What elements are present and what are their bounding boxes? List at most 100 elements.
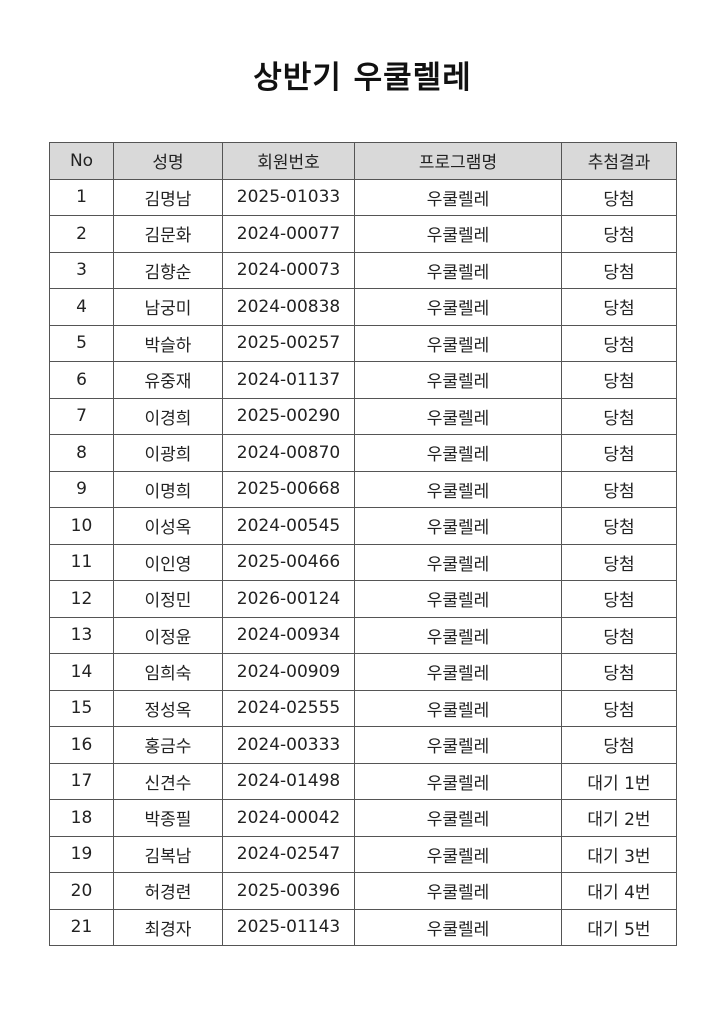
cell-col-result: 당첨: [561, 689, 677, 727]
cell-col-no: 21: [49, 908, 114, 946]
table-row: 18 박종필 2024-00042 우쿨렐레 대기 2번: [49, 799, 677, 837]
cell-col-name: 김향순: [113, 251, 223, 289]
cell-col-program: 우쿨렐레: [354, 215, 562, 253]
cell-col-name: 이정윤: [113, 616, 223, 654]
cell-col-result: 당첨: [561, 726, 677, 764]
cell-col-name: 허경련: [113, 872, 223, 910]
cell-col-result: 대기 3번: [561, 835, 677, 873]
cell-col-name: 이성옥: [113, 507, 223, 545]
cell-col-member-id: 2024-01137: [222, 361, 355, 399]
table-row: 19 김복남 2024-02547 우쿨렐레 대기 3번: [49, 835, 677, 873]
cell-col-program: 우쿨렐레: [354, 799, 562, 837]
cell-col-member-id: 2025-00257: [222, 324, 355, 362]
cell-col-no: 14: [49, 653, 114, 691]
cell-col-result: 당첨: [561, 324, 677, 362]
header-col-member-id: 회원번호: [222, 142, 355, 180]
cell-col-no: 1: [49, 178, 114, 216]
table-row: 3 김향순 2024-00073 우쿨렐레 당첨: [49, 251, 677, 289]
cell-col-program: 우쿨렐레: [354, 689, 562, 727]
table-row: 8 이광희 2024-00870 우쿨렐레 당첨: [49, 434, 677, 472]
cell-col-result: 당첨: [561, 543, 677, 581]
cell-col-name: 임희숙: [113, 653, 223, 691]
cell-col-member-id: 2024-00545: [222, 507, 355, 545]
cell-col-name: 최경자: [113, 908, 223, 946]
cell-col-result: 대기 4번: [561, 872, 677, 910]
cell-col-no: 13: [49, 616, 114, 654]
cell-col-program: 우쿨렐레: [354, 288, 562, 326]
cell-col-member-id: 2025-01143: [222, 908, 355, 946]
cell-col-no: 9: [49, 470, 114, 508]
cell-col-program: 우쿨렐레: [354, 397, 562, 435]
cell-col-name: 김복남: [113, 835, 223, 873]
table-row: 6 유중재 2024-01137 우쿨렐레 당첨: [49, 361, 677, 399]
table-row: 13 이정윤 2024-00934 우쿨렐레 당첨: [49, 616, 677, 654]
cell-col-no: 11: [49, 543, 114, 581]
page-title: 상반기 우쿨렐레: [253, 60, 472, 96]
cell-col-name: 남궁미: [113, 288, 223, 326]
cell-col-no: 3: [49, 251, 114, 289]
header-col-result: 추첨결과: [561, 142, 677, 180]
table-row: 9 이명희 2025-00668 우쿨렐레 당첨: [49, 470, 677, 508]
cell-col-result: 당첨: [561, 361, 677, 399]
cell-col-result: 당첨: [561, 434, 677, 472]
cell-col-result: 당첨: [561, 470, 677, 508]
cell-col-program: 우쿨렐레: [354, 726, 562, 764]
cell-col-no: 19: [49, 835, 114, 873]
cell-col-member-id: 2025-00396: [222, 872, 355, 910]
cell-col-member-id: 2024-00333: [222, 726, 355, 764]
cell-col-program: 우쿨렐레: [354, 434, 562, 472]
cell-col-result: 대기 1번: [561, 762, 677, 800]
table-row: 14 임희숙 2024-00909 우쿨렐레 당첨: [49, 653, 677, 691]
table-row: 11 이인영 2025-00466 우쿨렐레 당첨: [49, 543, 677, 581]
cell-col-name: 유중재: [113, 361, 223, 399]
cell-col-result: 당첨: [561, 178, 677, 216]
cell-col-program: 우쿨렐레: [354, 324, 562, 362]
cell-col-member-id: 2024-02547: [222, 835, 355, 873]
table-row: 2 김문화 2024-00077 우쿨렐레 당첨: [49, 215, 677, 253]
cell-col-no: 4: [49, 288, 114, 326]
cell-col-name: 홍금수: [113, 726, 223, 764]
table-row: 5 박슬하 2025-00257 우쿨렐레 당첨: [49, 324, 677, 362]
cell-col-name: 박슬하: [113, 324, 223, 362]
cell-col-program: 우쿨렐레: [354, 507, 562, 545]
cell-col-member-id: 2024-00909: [222, 653, 355, 691]
cell-col-no: 12: [49, 580, 114, 618]
cell-col-result: 당첨: [561, 215, 677, 253]
cell-col-result: 당첨: [561, 653, 677, 691]
table-row: 1 김명남 2025-01033 우쿨렐레 당첨: [49, 178, 677, 216]
cell-col-no: 18: [49, 799, 114, 837]
table-row: 7 이경희 2025-00290 우쿨렐레 당첨: [49, 397, 677, 435]
cell-col-program: 우쿨렐레: [354, 908, 562, 946]
cell-col-result: 당첨: [561, 616, 677, 654]
cell-col-name: 박종필: [113, 799, 223, 837]
cell-col-result: 당첨: [561, 580, 677, 618]
cell-col-member-id: 2024-00042: [222, 799, 355, 837]
table-row: 17 신견수 2024-01498 우쿨렐레 대기 1번: [49, 762, 677, 800]
cell-col-name: 김문화: [113, 215, 223, 253]
cell-col-member-id: 2026-00124: [222, 580, 355, 618]
table-row: 20 허경련 2025-00396 우쿨렐레 대기 4번: [49, 872, 677, 910]
cell-col-name: 이명희: [113, 470, 223, 508]
cell-col-program: 우쿨렐레: [354, 361, 562, 399]
lottery-results-table: No 성명 회원번호 프로그램명 추첨결과 1 김명남 2025-01033 우쿨렐레 당첨 2 김…: [49, 142, 677, 946]
header-col-no: No: [49, 142, 114, 180]
cell-col-result: 당첨: [561, 251, 677, 289]
cell-col-member-id: 2024-00073: [222, 251, 355, 289]
cell-col-member-id: 2025-00466: [222, 543, 355, 581]
cell-col-name: 신견수: [113, 762, 223, 800]
cell-col-program: 우쿨렐레: [354, 470, 562, 508]
cell-col-result: 대기 5번: [561, 908, 677, 946]
cell-col-member-id: 2024-01498: [222, 762, 355, 800]
cell-col-member-id: 2024-00934: [222, 616, 355, 654]
table-row: 15 정성옥 2024-02555 우쿨렐레 당첨: [49, 689, 677, 727]
cell-col-member-id: 2025-00668: [222, 470, 355, 508]
cell-col-member-id: 2024-00838: [222, 288, 355, 326]
cell-col-program: 우쿨렐레: [354, 580, 562, 618]
cell-col-name: 정성옥: [113, 689, 223, 727]
cell-col-member-id: 2024-02555: [222, 689, 355, 727]
cell-col-name: 김명남: [113, 178, 223, 216]
cell-col-member-id: 2025-01033: [222, 178, 355, 216]
cell-col-program: 우쿨렐레: [354, 616, 562, 654]
cell-col-program: 우쿨렐레: [354, 251, 562, 289]
cell-col-no: 16: [49, 726, 114, 764]
